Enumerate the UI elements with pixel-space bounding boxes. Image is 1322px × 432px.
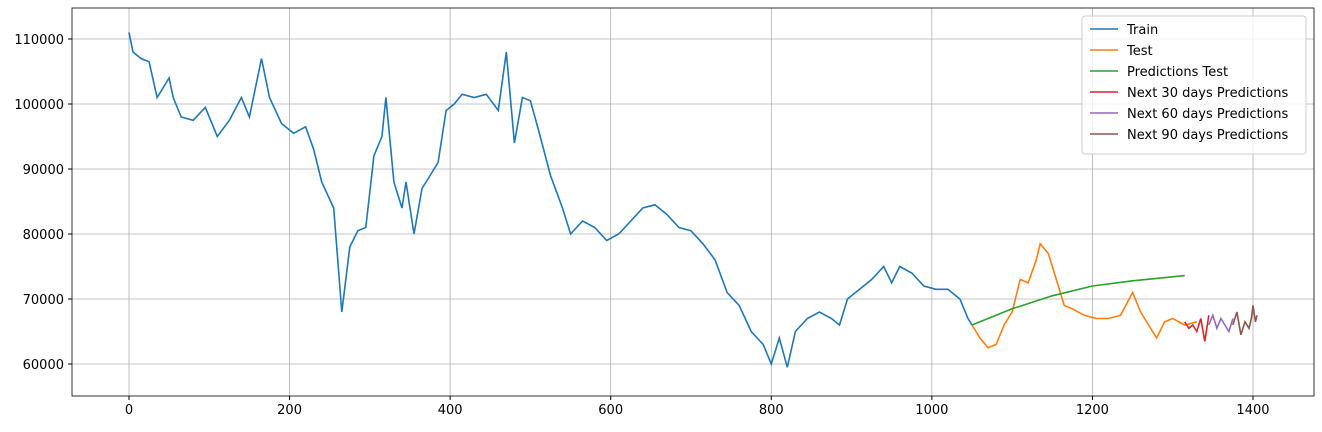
series-line — [1232, 305, 1258, 336]
plot-frame — [71, 7, 1315, 397]
x-tick-label: 1000 — [915, 403, 948, 418]
legend-box — [1081, 15, 1307, 155]
y-tick-label: 90000 — [23, 163, 64, 178]
legend: Train Test Predictions Test Next 30 days Pr… — [1081, 15, 1307, 155]
y-tick-label: 70000 — [23, 293, 64, 308]
y-tick-label: 80000 — [23, 228, 64, 243]
legend-label: Next 30 days Predictions — [1127, 86, 1288, 101]
y-tick-label: 60000 — [23, 358, 64, 373]
series-line — [128, 32, 973, 368]
legend-label: Next 60 days Predictions — [1127, 107, 1288, 122]
x-tick-label: 400 — [438, 403, 463, 418]
y-tick-label: 100000 — [14, 98, 64, 113]
series-line — [971, 242, 1198, 349]
legend-label: Next 90 days Predictions — [1127, 128, 1288, 143]
x-tick-label: 600 — [598, 403, 623, 418]
series-line — [971, 274, 1185, 326]
x-tick-label: 800 — [759, 403, 784, 418]
series-line — [1184, 315, 1210, 342]
x-tick-label: 1200 — [1076, 403, 1109, 418]
x-tick-label: 1400 — [1236, 403, 1269, 418]
legend-label: Train — [1126, 23, 1158, 38]
y-tick-label: 110000 — [14, 33, 64, 48]
x-tick-label: 0 — [125, 403, 133, 418]
series-line — [1208, 312, 1234, 334]
x-tick-label: 200 — [277, 403, 302, 418]
legend-label: Test — [1126, 44, 1153, 59]
legend-label: Predictions Test — [1127, 65, 1228, 80]
